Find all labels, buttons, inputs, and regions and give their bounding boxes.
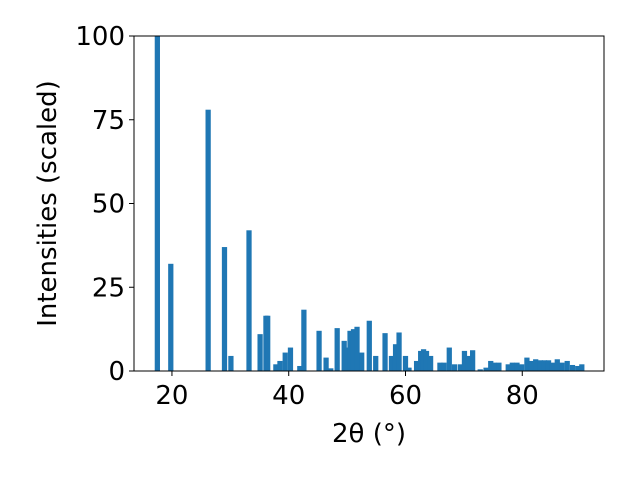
bar — [354, 326, 360, 371]
x-axis: 20 40 60 80 — [155, 371, 539, 411]
bar — [533, 359, 539, 371]
bar — [341, 340, 347, 371]
bar — [461, 350, 468, 371]
bar — [406, 367, 412, 371]
bar — [282, 352, 288, 371]
y-tick-label: 0 — [108, 357, 125, 387]
bar — [168, 263, 174, 371]
y-tick-label: 75 — [92, 106, 125, 136]
bar — [465, 355, 471, 371]
bar — [446, 347, 452, 371]
bar — [228, 355, 234, 371]
bar — [257, 334, 263, 371]
bar — [564, 360, 570, 371]
bar — [575, 365, 581, 371]
bar — [205, 109, 211, 371]
bar — [541, 360, 548, 371]
bar — [549, 362, 556, 372]
bar — [402, 355, 409, 371]
bar — [328, 368, 334, 371]
bar — [545, 360, 552, 371]
bar — [392, 344, 399, 371]
bar — [420, 349, 427, 371]
bar — [154, 36, 160, 371]
bar — [277, 360, 283, 371]
bar — [537, 360, 543, 371]
bar — [418, 350, 424, 371]
bar — [350, 329, 357, 372]
y-tick-label: 100 — [75, 22, 125, 52]
bar — [246, 230, 252, 371]
y-axis: 0 25 50 75 100 — [75, 22, 134, 387]
x-tick-label: 40 — [272, 381, 305, 411]
y-tick-label: 25 — [92, 273, 125, 303]
bar — [528, 360, 534, 371]
bar — [579, 364, 585, 371]
y-tick-label: 50 — [92, 190, 125, 220]
bar — [477, 369, 483, 371]
bar — [347, 330, 353, 371]
bar — [396, 332, 402, 371]
bar — [382, 333, 388, 371]
bar — [287, 347, 294, 371]
x-tick-label: 20 — [155, 381, 188, 411]
bar — [488, 360, 494, 371]
bar — [427, 355, 434, 371]
x-axis-label: 2θ (°) — [332, 419, 406, 449]
bar — [441, 362, 447, 372]
bar — [423, 350, 430, 371]
bar — [514, 362, 520, 372]
bar — [316, 330, 322, 371]
bar — [496, 362, 502, 372]
bar — [373, 355, 379, 371]
bar — [457, 364, 463, 371]
bar — [334, 328, 340, 371]
bar — [265, 315, 271, 371]
bar — [505, 364, 511, 371]
bar — [483, 367, 489, 371]
bar — [366, 320, 372, 371]
bar — [323, 357, 329, 371]
bar — [388, 355, 395, 371]
bar-series — [154, 36, 585, 372]
bar — [297, 365, 303, 371]
bar — [509, 362, 515, 372]
bar — [451, 364, 458, 371]
y-axis-label: Intensities (scaled) — [33, 80, 63, 327]
bar — [559, 362, 565, 372]
bar — [470, 350, 476, 371]
bar — [273, 364, 279, 371]
x-tick-label: 60 — [389, 381, 422, 411]
bar — [491, 362, 497, 372]
bar — [344, 347, 350, 371]
bar — [554, 359, 560, 371]
bar — [221, 247, 228, 371]
x-tick-label: 80 — [506, 381, 539, 411]
bar — [301, 309, 307, 371]
bar — [524, 357, 530, 371]
bar — [413, 360, 420, 371]
bar — [437, 362, 443, 372]
bar — [519, 364, 525, 371]
bar — [569, 364, 576, 371]
bar — [359, 352, 365, 371]
